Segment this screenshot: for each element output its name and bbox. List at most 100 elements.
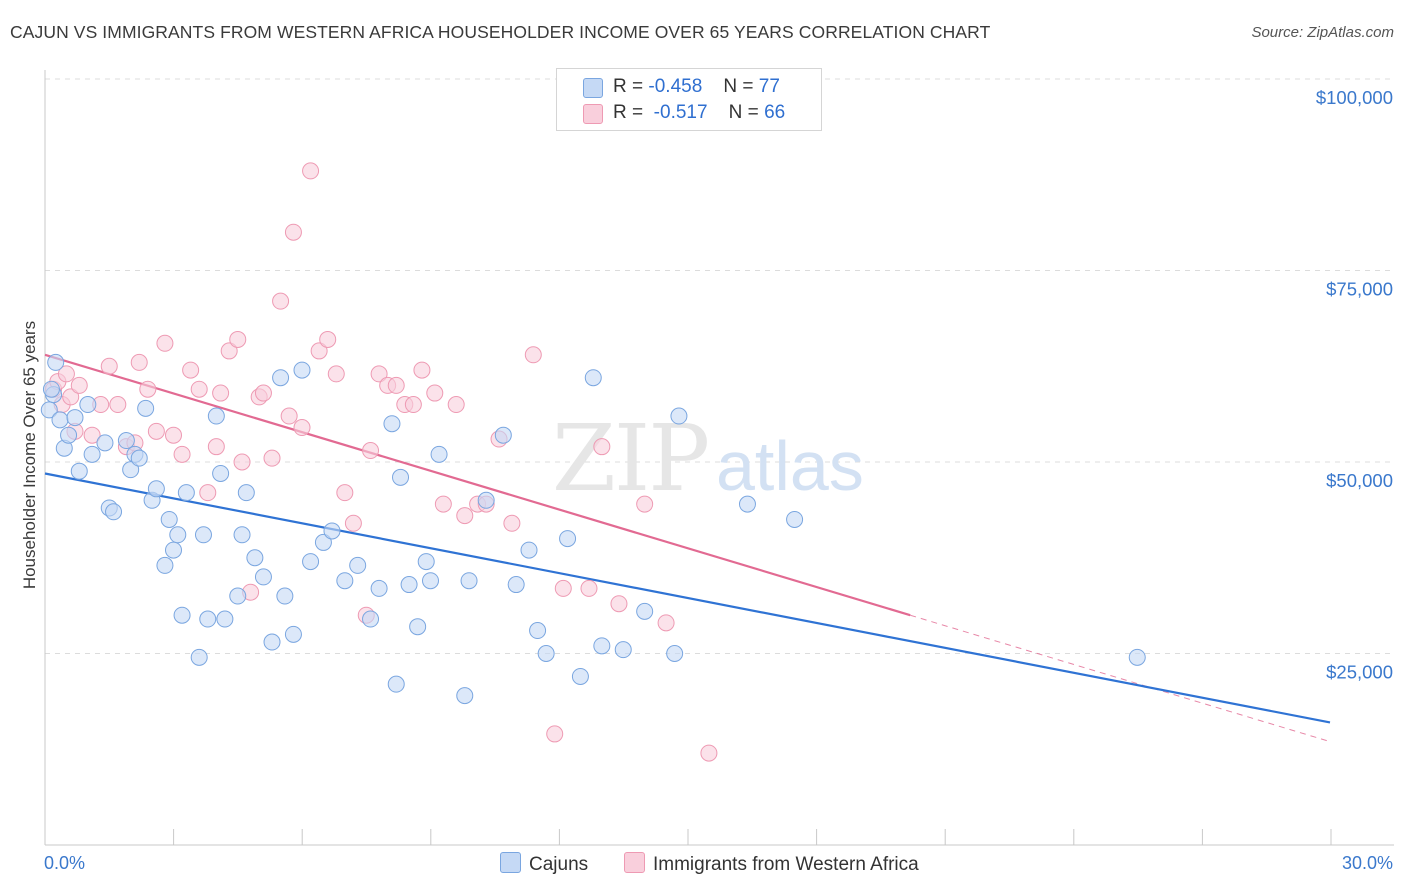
point-cajun [207,407,225,425]
point-cajun [42,380,60,398]
point-immigrants [657,614,675,632]
point-cajun [477,491,495,509]
trend-line-immigrants-dashed [910,614,1331,743]
point-cajun [194,526,212,544]
bottom-legend-immigrants: Immigrants from Western Africa [624,852,919,876]
legend-r-label: R = [613,102,644,123]
point-immigrants [280,407,298,425]
point-cajun [786,510,804,528]
point-immigrants [182,361,200,379]
legend-r-value-cajuns: -0.458 [648,76,703,97]
point-immigrants [610,595,628,613]
point-immigrants [254,384,272,402]
point-immigrants [310,342,328,360]
point-cajun [137,399,155,417]
correlation-legend: R = -0.458 N = 77 R = -0.517 N = 66 [556,68,822,131]
legend-r-label: R = [613,76,644,97]
point-immigrants [503,514,521,532]
point-cajun [336,572,354,590]
point-cajun [246,549,264,567]
point-immigrants [362,442,380,460]
point-cajun [670,407,688,425]
point-immigrants [62,388,80,406]
point-cajun [233,526,251,544]
point-immigrants [426,384,444,402]
chart-title: CAJUN VS IMMIGRANTS FROM WESTERN AFRICA … [10,22,991,42]
point-cajun [422,572,439,590]
point-cajun [216,610,234,628]
point-cajun [169,526,187,544]
point-cajun [537,645,555,662]
point-cajun [212,464,230,482]
point-cajun [70,462,88,480]
point-immigrants [700,744,718,762]
point-immigrants [212,384,230,402]
legend-swatch-immigrants [583,104,603,124]
point-cajun [614,641,632,659]
point-immigrants [207,438,225,456]
grid [45,78,1394,654]
point-cajun [160,510,178,528]
point-cajun [254,568,272,586]
source-label: Source: ZipAtlas.com [1251,24,1394,41]
point-cajun [165,541,182,559]
point-immigrants [336,484,354,502]
point-cajun [323,522,341,540]
watermark: ZIP atlas [552,405,864,512]
point-cajun [96,434,114,452]
point-immigrants [83,426,101,444]
point-cajun [507,576,525,594]
point-cajun [520,541,538,559]
point-immigrants [109,396,127,414]
point-immigrants [70,376,88,394]
point-immigrants [319,330,337,348]
point-cajun [430,445,448,463]
point-immigrants [593,438,611,456]
point-cajun [229,587,247,605]
point-cajun [456,687,474,705]
point-cajun [105,503,123,521]
point-cajun [66,409,84,427]
legend-r-value-immigrants: -0.517 [653,102,708,123]
point-immigrants [554,579,572,597]
point-cajun [302,553,320,571]
x-max-label: 30.0% [1342,853,1393,873]
y-tick-label: $50,000 [1326,470,1393,491]
point-cajun [529,622,547,640]
point-cajun [636,602,654,620]
point-immigrants [387,376,405,394]
point-immigrants [546,725,564,743]
point-immigrants [220,342,238,360]
point-cajun [156,556,174,574]
point-cajun [130,449,148,467]
point-cajun [571,667,589,685]
point-immigrants [57,365,75,383]
point-cajun [47,353,65,371]
point-cajun [263,633,281,651]
bottom-legend-label-immigrants: Immigrants from Western Africa [653,854,919,875]
legend-n-value-cajuns: 77 [758,76,780,97]
trend-line-cajuns [44,472,1331,724]
point-cajun [51,411,69,429]
point-immigrants [524,346,542,364]
point-cajun [83,445,101,463]
point-immigrants [413,361,431,379]
bottom-legend-swatch-cajuns [500,852,521,873]
point-cajun [117,432,135,450]
point-immigrants [147,422,165,440]
point-cajun [272,369,290,387]
point-cajun [190,648,208,666]
point-cajun [559,530,577,548]
point-cajun [400,576,418,594]
y-tick-label: $25,000 [1326,662,1393,683]
point-immigrants [580,579,598,597]
point-cajun [199,610,217,628]
point-cajun [314,533,332,551]
point-cajun [666,645,684,662]
point-cajun [593,637,611,655]
x-min-label: 0.0% [44,853,85,873]
point-immigrants [636,495,654,513]
point-immigrants [447,396,465,414]
y-axis-title: Householder Income Over 65 years [20,320,39,590]
